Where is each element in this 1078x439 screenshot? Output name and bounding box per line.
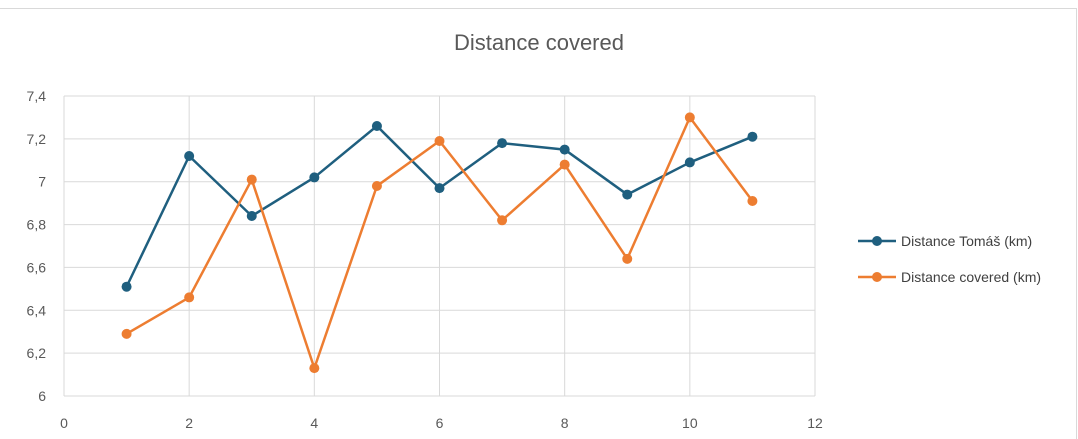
legend-marker-2	[872, 272, 882, 282]
data-point-series-2	[309, 363, 320, 374]
legend-marker-1	[872, 236, 882, 246]
y-tick-label: 6,4	[27, 302, 47, 318]
chart-frame	[0, 8, 1077, 439]
chart-title: Distance covered	[454, 30, 624, 55]
data-point-series-2	[121, 328, 132, 339]
data-point-series-1	[559, 144, 570, 155]
data-point-series-1	[622, 189, 633, 200]
x-tick-label: 6	[436, 415, 444, 431]
x-tick-label: 10	[682, 415, 698, 431]
data-point-series-2	[559, 159, 570, 170]
data-point-series-1	[184, 151, 195, 161]
data-point-series-2	[246, 174, 257, 185]
data-point-series-2	[622, 253, 633, 264]
x-tick-label: 8	[561, 415, 569, 431]
data-point-series-2	[684, 112, 695, 123]
legend-label-1: Distance Tomáš (km)	[901, 233, 1032, 249]
x-tick-label: 2	[185, 415, 193, 431]
data-point-series-2	[497, 215, 508, 226]
data-point-series-1	[684, 157, 695, 168]
data-point-series-2	[434, 136, 445, 146]
y-tick-label: 7,2	[27, 131, 47, 147]
x-tick-label: 0	[60, 415, 68, 431]
data-point-series-1	[309, 172, 320, 183]
data-point-series-1	[497, 138, 508, 149]
x-tick-label: 4	[310, 415, 318, 431]
data-point-series-1	[371, 121, 382, 131]
data-point-series-1	[434, 183, 445, 194]
data-point-series-1	[121, 281, 132, 292]
y-tick-label: 7,4	[27, 88, 47, 104]
legend-label-2: Distance covered (km)	[901, 269, 1041, 285]
data-point-series-2	[371, 181, 382, 191]
y-tick-label: 6,2	[27, 345, 47, 361]
data-point-series-1	[747, 131, 758, 142]
y-tick-label: 6	[38, 388, 46, 404]
y-tick-label: 6,8	[27, 217, 47, 233]
data-point-series-2	[184, 292, 195, 303]
x-tick-label: 12	[807, 415, 823, 431]
data-point-series-1	[246, 211, 257, 221]
y-tick-label: 6,6	[27, 259, 47, 275]
y-tick-label: 7	[38, 174, 46, 190]
data-point-series-2	[747, 196, 758, 206]
